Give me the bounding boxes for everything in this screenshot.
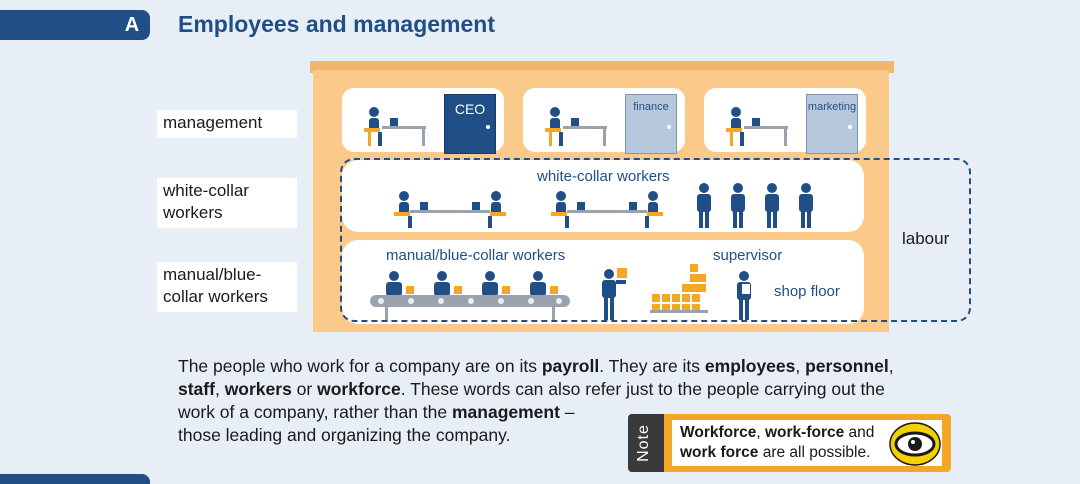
supervisor-icon: [737, 271, 751, 320]
office-ceo: CEO: [342, 88, 504, 154]
person-at-desk-icon: [726, 107, 788, 146]
section-title: Employees and management: [178, 11, 495, 37]
person-at-desk-icon: [545, 107, 607, 146]
body-paragraph-continued: work of a company, rather than the manag…: [178, 402, 575, 445]
section-letter: A: [124, 14, 140, 36]
labour-label: labour: [902, 229, 950, 248]
labour-outline: [340, 158, 971, 322]
worker-carrying-box-icon: [602, 268, 627, 320]
next-section-bar: [0, 474, 150, 484]
door-marketing: marketing: [806, 94, 858, 154]
conveyor-belt: [370, 295, 570, 307]
manual-workers-floor-label: manual/blue-collar workers: [386, 247, 566, 264]
person-at-desk-icon: [364, 107, 426, 146]
desk-pair-icon: [551, 191, 663, 228]
conveyor-legs: [385, 307, 555, 321]
body-paragraph: The people who work for a company are on…: [178, 356, 894, 399]
manual-workers-label: manual/blue- collar workers: [157, 262, 297, 312]
section-bar: [0, 10, 150, 40]
white-collar-floor: white-collar workers: [342, 160, 864, 232]
note-text: Workforce, work-force and work force are…: [680, 424, 875, 461]
white-collar-workers-label: white-collar workers: [537, 168, 670, 185]
white-collar-label: white-collar workers: [157, 178, 297, 228]
desk-pair-icon: [394, 191, 506, 228]
office-finance: finance: [523, 88, 685, 154]
shop-floor-label: shop floor: [774, 283, 840, 300]
shop-floor: manual/blue-collar workers supervisor sh…: [342, 240, 864, 324]
line-workers-icon: [386, 271, 558, 296]
door-finance: finance: [625, 94, 677, 154]
note-tab-label: Note: [635, 424, 652, 462]
note-tab: [628, 414, 664, 472]
office-marketing: marketing: [704, 88, 866, 154]
management-label: management: [157, 110, 297, 138]
standing-people-icon: [697, 183, 813, 228]
door-ceo: CEO: [444, 94, 496, 154]
supervisor-label: supervisor: [713, 247, 783, 264]
boxes-icon: [650, 264, 708, 313]
eye-badge-icon: [889, 422, 941, 466]
